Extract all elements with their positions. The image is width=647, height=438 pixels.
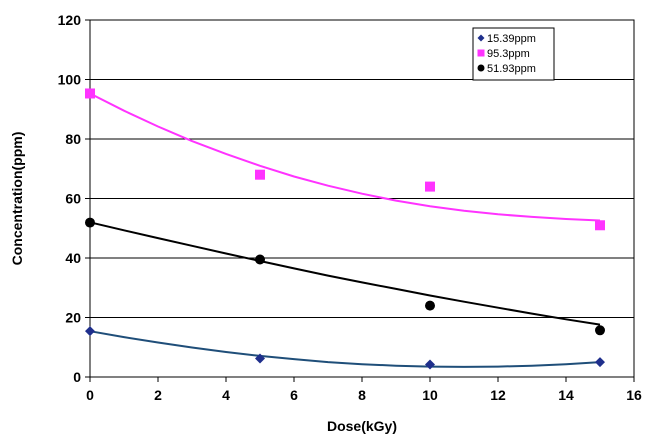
y-tick-label: 120 bbox=[58, 12, 82, 28]
data-point-series-3 bbox=[425, 300, 435, 311]
data-point-series-2 bbox=[85, 88, 95, 99]
legend: 15.39ppm 95.3ppm 51.93ppm bbox=[472, 27, 555, 81]
x-axis-title: Dose(kGy) bbox=[327, 418, 397, 434]
legend-item: 95.3ppm bbox=[477, 48, 530, 60]
trendlines bbox=[89, 92, 601, 368]
y-tick-label: 20 bbox=[65, 310, 81, 326]
x-tick-label: 8 bbox=[358, 387, 366, 403]
x-tick-label: 0 bbox=[86, 387, 94, 403]
legend-marker bbox=[477, 64, 485, 72]
data-points bbox=[85, 88, 605, 370]
axis-ticks: 0 20 40 60 80 100 120 0 2 4 6 8 10 12 14 16 bbox=[58, 12, 642, 403]
legend-marker bbox=[477, 49, 485, 57]
trendline-series-3 bbox=[89, 221, 601, 326]
data-point-series-2 bbox=[255, 169, 265, 180]
data-point-series-2 bbox=[595, 220, 605, 231]
data-point-series-1 bbox=[595, 357, 605, 368]
legend-marker bbox=[477, 34, 485, 42]
trendline-series-2 bbox=[89, 92, 601, 222]
data-point-series-3 bbox=[85, 217, 95, 228]
trendline-series-1 bbox=[89, 330, 601, 368]
data-point-series-3 bbox=[255, 254, 265, 265]
x-tick-label: 10 bbox=[422, 387, 438, 403]
x-tick-label: 4 bbox=[222, 387, 230, 403]
legend-label: 51.93ppm bbox=[487, 63, 536, 75]
y-tick-label: 60 bbox=[65, 191, 81, 207]
data-point-series-1 bbox=[255, 353, 265, 364]
data-point-series-3 bbox=[595, 325, 605, 336]
x-tick-label: 14 bbox=[558, 387, 574, 403]
y-tick-label: 100 bbox=[58, 72, 82, 88]
y-axis-title: Concentration(ppm) bbox=[9, 132, 25, 266]
legend-label: 95.3ppm bbox=[487, 48, 530, 60]
data-point-series-1 bbox=[425, 359, 435, 370]
data-point-series-2 bbox=[425, 181, 435, 192]
legend-item: 51.93ppm bbox=[477, 63, 536, 75]
legend-item: 15.39ppm bbox=[477, 33, 536, 45]
x-tick-label: 12 bbox=[490, 387, 506, 403]
legend-box bbox=[472, 27, 555, 81]
y-tick-label: 80 bbox=[65, 131, 81, 147]
x-tick-label: 2 bbox=[154, 387, 162, 403]
y-tick-label: 40 bbox=[65, 250, 81, 266]
x-tick-label: 6 bbox=[290, 387, 298, 403]
legend-label: 15.39ppm bbox=[487, 33, 536, 45]
y-tick-label: 0 bbox=[73, 369, 81, 385]
data-point-series-1 bbox=[85, 326, 95, 337]
x-tick-label: 16 bbox=[626, 387, 642, 403]
